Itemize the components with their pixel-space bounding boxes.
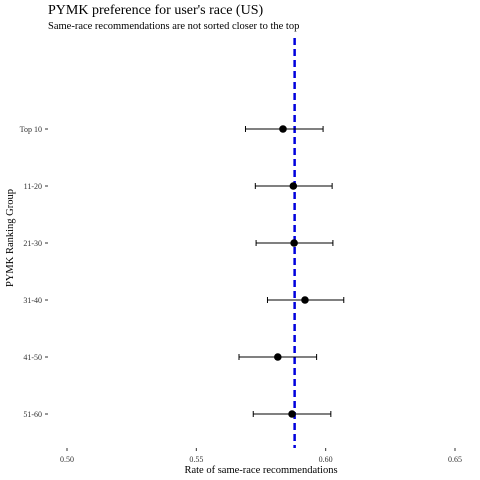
y-tick-label: 51-60 xyxy=(23,410,42,419)
data-point xyxy=(301,296,309,304)
chart-marks: 0.50 0.55 0.60 0.65 Top 10 11-20 21-30 31-40 41-… xyxy=(20,38,462,464)
y-tick-label: 11-20 xyxy=(24,182,42,191)
data-point xyxy=(288,410,296,418)
x-tick-label: 0.60 xyxy=(319,455,333,464)
y-tick-label: 31-40 xyxy=(23,296,42,305)
data-point xyxy=(290,239,298,247)
x-axis-title: Rate of same-race recommendations xyxy=(184,465,337,476)
data-point xyxy=(279,125,287,133)
data-point xyxy=(274,353,282,361)
x-tick-label: 0.55 xyxy=(189,455,203,464)
x-tick-label: 0.65 xyxy=(448,455,462,464)
x-tick-label: 0.50 xyxy=(60,455,74,464)
y-axis-title: PYMK Ranking Group xyxy=(5,189,16,287)
y-tick-label: 21-30 xyxy=(23,239,42,248)
data-point xyxy=(289,182,298,190)
y-tick-label: Top 10 xyxy=(20,125,42,134)
chart-subtitle: Same-race recommendations are not sorted… xyxy=(48,21,300,32)
chart-title: PYMK preference for user's race (US) xyxy=(48,3,264,18)
y-tick-label: 41-50 xyxy=(23,353,42,362)
